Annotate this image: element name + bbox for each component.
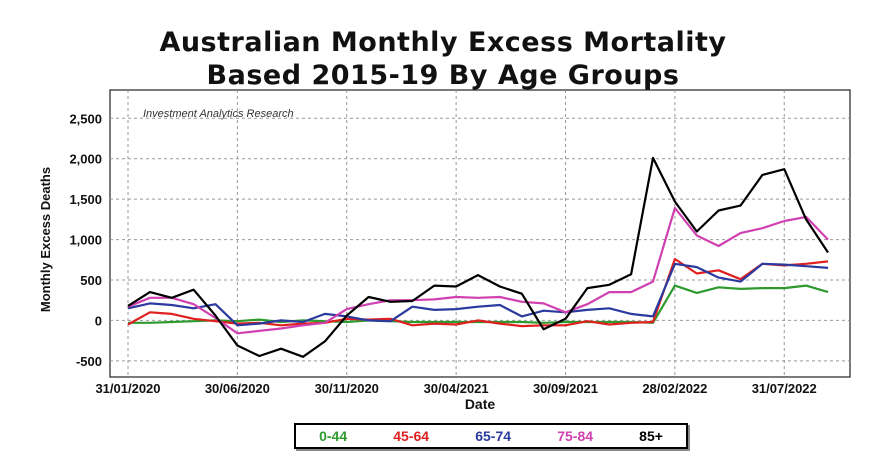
- x-tick-label: 28/02/2022: [642, 381, 707, 396]
- chart-title-line-1: Australian Monthly Excess Mortality: [159, 27, 727, 58]
- chart-legend: 0-44 45-64 65-74 75-84 85+: [294, 423, 688, 449]
- x-tick-label: 30/09/2021: [533, 381, 598, 396]
- chart-title: Australian Monthly Excess Mortality Base…: [0, 26, 886, 92]
- y-tick-label: -500: [76, 354, 102, 369]
- x-tick-label: 30/04/2021: [424, 381, 489, 396]
- chart-title-line-2: Based 2015-19 By Age Groups: [206, 60, 680, 91]
- y-tick-label: 1,000: [69, 233, 102, 248]
- y-tick-label: 0: [95, 313, 102, 328]
- x-axis-label: Date: [465, 396, 496, 412]
- legend-item-85-plus: 85+: [639, 428, 663, 444]
- series-line-85-plus: [127, 156, 829, 358]
- series-line-65-74: [127, 262, 829, 327]
- y-tick-label: 2,500: [69, 111, 102, 126]
- x-tick-label: 31/07/2022: [752, 381, 817, 396]
- legend-item-65-74: 65-74: [475, 428, 512, 444]
- y-tick-label: 2,000: [69, 152, 102, 167]
- legend-item-75-84: 75-84: [557, 428, 594, 444]
- y-axis-label: Monthly Excess Deaths: [38, 167, 53, 312]
- x-tick-label: 30/06/2020: [205, 381, 270, 396]
- series-line-45-64: [127, 257, 829, 328]
- x-tick-label: 30/11/2020: [315, 381, 379, 396]
- legend-item-0-44: 0-44: [319, 428, 348, 444]
- watermark-text: Investment Analytics Research: [143, 108, 294, 120]
- y-tick-label: 1,500: [69, 192, 102, 207]
- legend-item-45-64: 45-64: [393, 428, 430, 444]
- y-tick-label: 500: [80, 273, 102, 288]
- series-line-75-84: [127, 206, 829, 335]
- x-tick-label: 31/01/2020: [95, 381, 160, 396]
- series-line-0-44: [128, 284, 829, 324]
